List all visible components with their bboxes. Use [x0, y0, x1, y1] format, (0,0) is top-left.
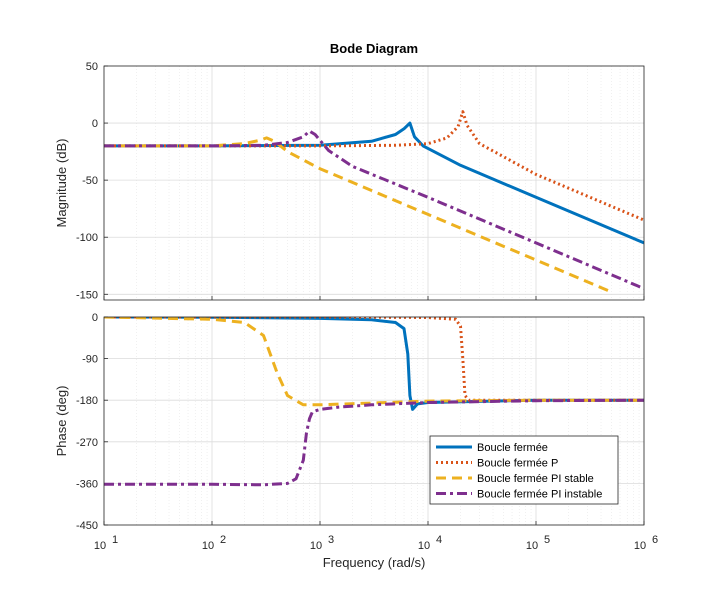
- x-axis-label: Frequency (rad/s): [323, 555, 426, 570]
- series-line-2: [104, 110, 644, 222]
- x-tick-label: 10: [310, 540, 322, 552]
- plot-area: [104, 66, 644, 300]
- x-tick-exponent: 5: [544, 534, 550, 546]
- legend-label-1: Boucle fermée: [477, 442, 548, 454]
- y-tick-label: -90: [82, 354, 98, 366]
- y-tick-label: 50: [86, 61, 98, 73]
- y-tick-label: -50: [82, 175, 98, 187]
- y-tick-label: -180: [76, 395, 98, 407]
- x-tick-label: 10: [418, 540, 430, 552]
- phase-axis-label: Phase (deg): [54, 386, 69, 457]
- x-tick-label: 10: [202, 540, 214, 552]
- magnitude-axis-label: Magnitude (dB): [54, 139, 69, 228]
- chart-title: Bode Diagram: [330, 41, 418, 56]
- x-tick-label: 10: [634, 540, 646, 552]
- series-line-1: [104, 121, 644, 245]
- legend-label-4: Boucle fermée PI instable: [477, 489, 602, 501]
- y-tick-label: 0: [92, 312, 98, 324]
- y-tick-label: -360: [76, 478, 98, 490]
- x-tick-label: 10: [526, 540, 538, 552]
- x-tick-exponent: 6: [652, 534, 658, 546]
- y-tick-label: -150: [76, 289, 98, 301]
- legend-label-3: Boucle fermée PI stable: [477, 473, 594, 485]
- y-tick-label: -270: [76, 437, 98, 449]
- y-tick-label: 0: [92, 118, 98, 130]
- y-tick-label: -450: [76, 520, 98, 532]
- series-line-4: [104, 129, 644, 290]
- x-tick-exponent: 4: [436, 534, 442, 546]
- plot-border: [103, 316, 645, 526]
- x-tick-exponent: 1: [112, 534, 118, 546]
- panel-0: 50 0 -50 -100 -150: [76, 61, 645, 301]
- series-line-4: [104, 398, 644, 487]
- legend: Boucle fermée Boucle fermée P Boucle fermé…: [429, 435, 619, 505]
- x-tick-label: 10: [94, 540, 106, 552]
- y-tick-label: -100: [76, 232, 98, 244]
- plot-border: [103, 65, 645, 301]
- x-tick-exponent: 2: [220, 534, 226, 546]
- x-tick-exponent: 3: [328, 534, 334, 546]
- legend-label-2: Boucle fermée P: [477, 458, 558, 470]
